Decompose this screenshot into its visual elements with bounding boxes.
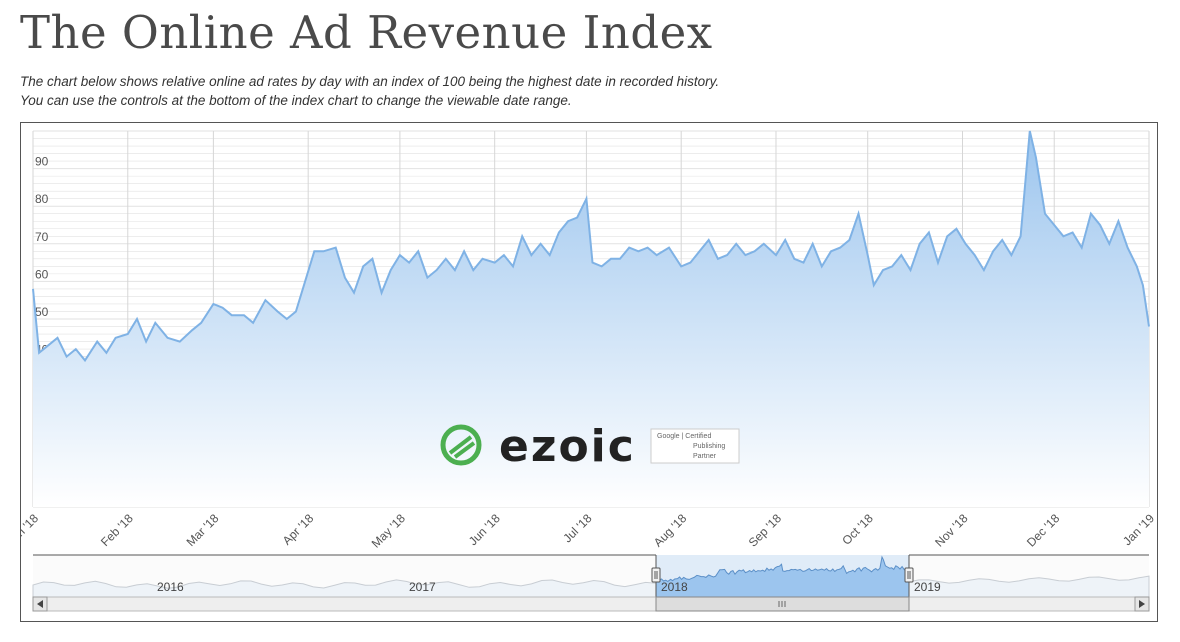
y-tick-label: 90	[35, 155, 49, 169]
x-tick-label: Jan '19	[1120, 511, 1157, 548]
x-tick-label: Apr '18	[280, 511, 317, 548]
chart-description-line-1: The chart below shows relative online ad…	[20, 74, 720, 89]
partner-badge	[650, 428, 740, 464]
partner-badge-line-2: Publishing	[693, 443, 725, 450]
ezoic-logo-icon	[440, 424, 482, 466]
navigator-series	[32, 575, 1150, 598]
navigator-label-2017: 2017	[409, 580, 436, 594]
navigator-handle-left[interactable]	[651, 567, 661, 583]
scroll-right-arrow-icon[interactable]	[1134, 596, 1150, 612]
x-axis: Jan '18 Feb '18 Mar '18 Apr '18 May '18 Jun '…	[21, 511, 1157, 551]
x-tick-label: Aug '18	[651, 511, 690, 550]
ezoic-brand-text: ezoic	[499, 421, 636, 472]
y-tick-label: 60	[35, 267, 49, 281]
navigator-handle-right[interactable]	[904, 567, 914, 583]
series-line[interactable]	[32, 130, 1150, 363]
x-tick-label: Dec '18	[1024, 511, 1063, 550]
scrollbar-track[interactable]	[32, 596, 1150, 612]
y-tick-label: 70	[35, 230, 49, 244]
x-tick-label: Feb '18	[98, 511, 136, 549]
navigator-selected-series	[655, 555, 910, 598]
navigator-label-2016: 2016	[157, 580, 184, 594]
x-tick-label: Jul '18	[560, 511, 594, 545]
series-area	[33, 131, 1149, 507]
x-tick-label: Oct '18	[839, 511, 876, 548]
page-title: The Online Ad Revenue Index	[20, 6, 713, 59]
x-tick-label: May '18	[369, 511, 409, 551]
range-scrollbar[interactable]	[32, 596, 1150, 612]
partner-badge-line-3: Partner	[693, 453, 717, 460]
x-tick-label: Nov '18	[932, 511, 971, 550]
x-tick-label: Jun '18	[466, 511, 503, 548]
x-tick-label: Mar '18	[184, 511, 222, 549]
navigator-label-2018: 2018	[661, 580, 688, 594]
y-tick-label: 80	[35, 192, 49, 206]
scrollbar-thumb[interactable]	[655, 596, 910, 612]
ezoic-watermark: ezoic Google | Certified Publishing Part…	[440, 421, 740, 472]
partner-badge-line-1: Google | Certified	[657, 433, 711, 440]
x-tick-label: Jan '18	[21, 511, 41, 548]
x-tick-label: Sep '18	[746, 511, 785, 550]
range-navigator[interactable]: 2016 2017 2018 2019	[32, 554, 1150, 598]
chart-description-line-2: You can use the controls at the bottom o…	[20, 93, 572, 108]
y-tick-label: 50	[35, 305, 49, 319]
scroll-left-arrow-icon[interactable]	[32, 596, 48, 612]
navigator-label-2019: 2019	[914, 580, 941, 594]
